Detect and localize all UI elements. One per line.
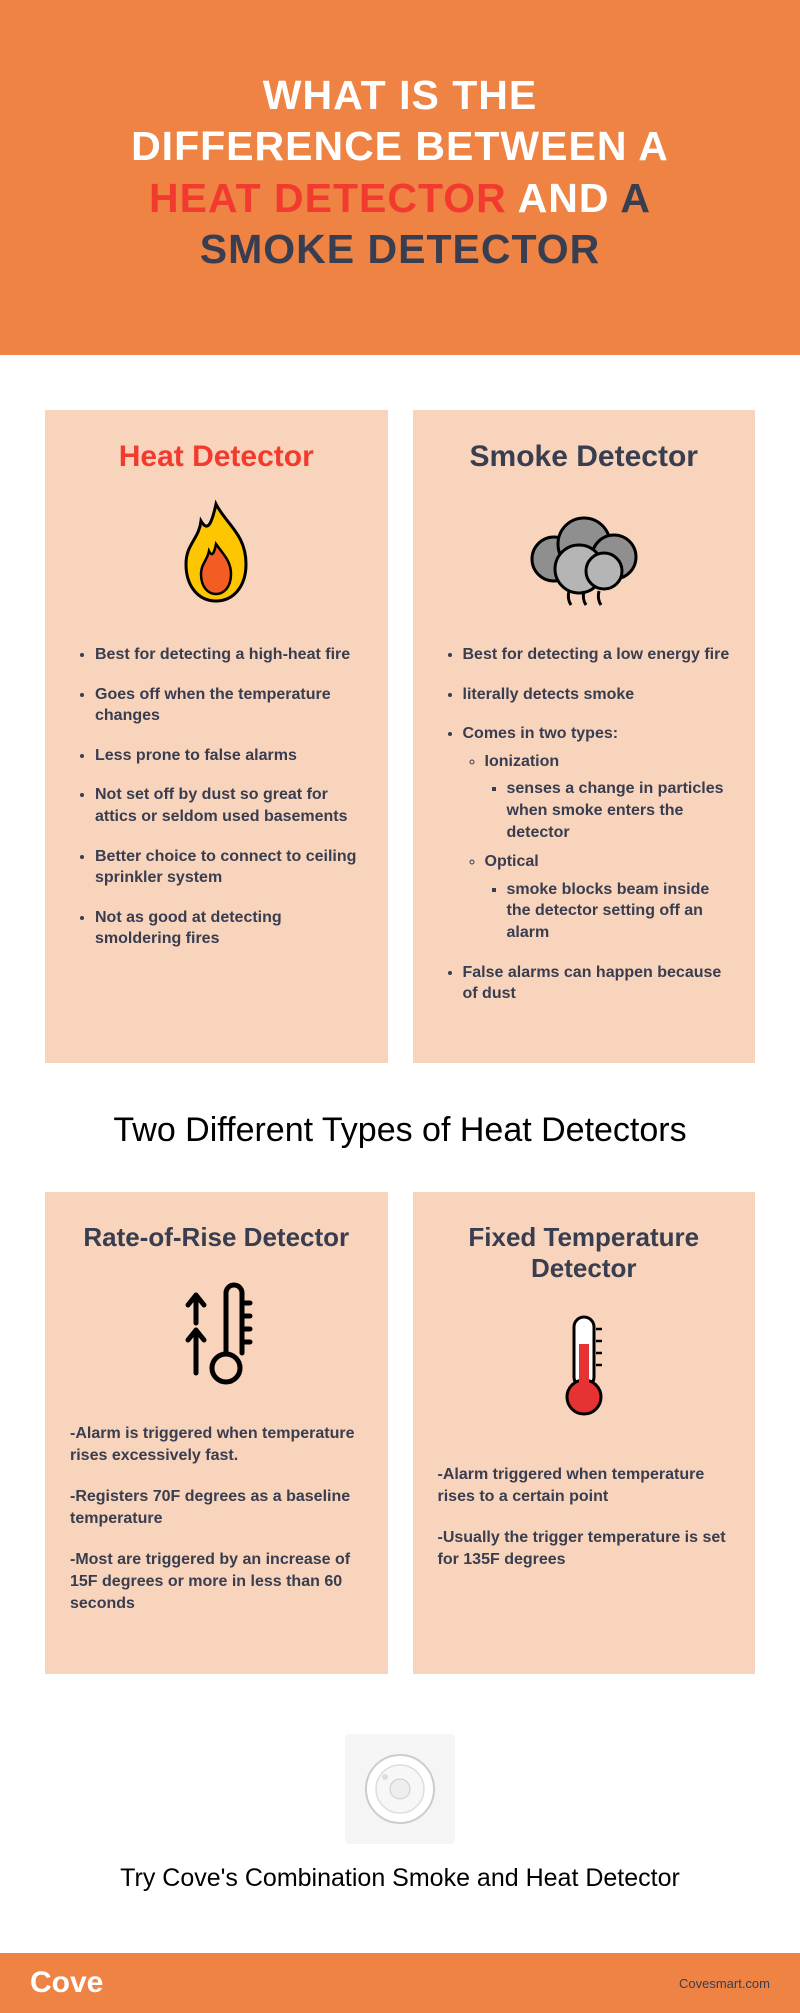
list-item: Best for detecting a low energy fire [463, 644, 731, 666]
list-item: Optical smoke blocks beam inside the det… [485, 851, 731, 943]
rate-desc: -Alarm is triggered when temperature ris… [70, 1423, 363, 1614]
list-item: smoke blocks beam inside the detector se… [507, 879, 731, 944]
list-item: literally detects smoke [463, 684, 731, 706]
rate-of-rise-card: Rate-of-Rise Detector [45, 1192, 388, 1674]
main-content: Heat Detector Best for detecting a high-… [0, 355, 800, 1923]
desc-line: -Alarm is triggered when temperature ris… [70, 1423, 363, 1466]
compare-row-heat-types: Rate-of-Rise Detector [45, 1192, 755, 1674]
smoke-icon [438, 494, 731, 614]
type1-label: Ionization [485, 753, 560, 770]
heat-card-title: Heat Detector [70, 440, 363, 474]
site-url: Covesmart.com [679, 1976, 770, 1991]
smoke-card-title: Smoke Detector [438, 440, 731, 474]
header-banner: WHAT IS THE DIFFERENCE BETWEEN A HEAT DE… [0, 0, 800, 355]
page-title: WHAT IS THE DIFFERENCE BETWEEN A HEAT DE… [40, 70, 760, 275]
heat-detector-card: Heat Detector Best for detecting a high-… [45, 410, 388, 1063]
desc-line: -Most are triggered by an increase of 15… [70, 1549, 363, 1614]
list-item: senses a change in particles when smoke … [507, 778, 731, 843]
title-heat: HEAT DETECTOR [149, 175, 507, 221]
list-item: False alarms can happen because of dust [463, 962, 731, 1005]
detector-product-icon [345, 1734, 455, 1844]
list-item: Less prone to false alarms [95, 745, 363, 767]
title-a: A [620, 175, 651, 221]
list-item: Best for detecting a high-heat fire [95, 644, 363, 666]
list-item: Comes in two types: Ionization senses a … [463, 723, 731, 943]
list-item: Not as good at detecting smoldering fire… [95, 907, 363, 950]
smoke-feature-list: Best for detecting a low energy fire lit… [438, 644, 731, 1005]
type2-label: Optical [485, 853, 539, 870]
types-of-heat-title: Two Different Types of Heat Detectors [45, 1108, 755, 1152]
smoke-detector-card: Smoke Detector Best for detecting [413, 410, 756, 1063]
desc-line: -Usually the trigger temperature is set … [438, 1527, 731, 1570]
list-item: Goes off when the temperature changes [95, 684, 363, 727]
title-and: AND [507, 175, 621, 221]
title-line1: WHAT IS THE [263, 72, 537, 118]
product-cta-section: Try Cove's Combination Smoke and Heat De… [45, 1734, 755, 1893]
list-item: Not set off by dust so great for attics … [95, 784, 363, 827]
rate-card-title: Rate-of-Rise Detector [70, 1222, 363, 1253]
product-cta-text: Try Cove's Combination Smoke and Heat De… [45, 1864, 755, 1893]
compare-row-detectors: Heat Detector Best for detecting a high-… [45, 410, 755, 1063]
fixed-desc: -Alarm triggered when temperature rises … [438, 1464, 731, 1570]
title-line2: DIFFERENCE BETWEEN A [131, 123, 669, 169]
thermometer-fixed-icon [438, 1304, 731, 1424]
desc-line: -Alarm triggered when temperature rises … [438, 1464, 731, 1507]
fixed-card-title: Fixed Temperature Detector [438, 1222, 731, 1284]
list-item: Ionization senses a change in particles … [485, 751, 731, 843]
fixed-temp-card: Fixed Temperature Detector -Alarm trigge… [413, 1192, 756, 1674]
brand-logo: Cove [30, 1966, 103, 2000]
types-label: Comes in two types: [463, 725, 619, 742]
heat-feature-list: Best for detecting a high-heat fire Goes… [70, 644, 363, 950]
fire-icon [70, 494, 363, 614]
list-item: Better choice to connect to ceiling spri… [95, 846, 363, 889]
thermometer-rise-icon [70, 1273, 363, 1393]
footer-bar: Cove Covesmart.com [0, 1953, 800, 2013]
title-smoke: SMOKE DETECTOR [200, 226, 601, 272]
desc-line: -Registers 70F degrees as a baseline tem… [70, 1486, 363, 1529]
